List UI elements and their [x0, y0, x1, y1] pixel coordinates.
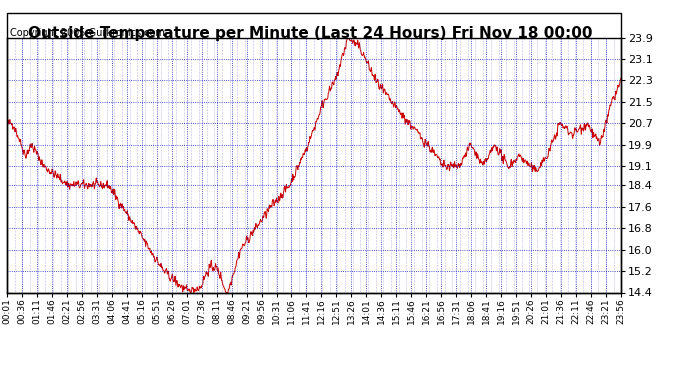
- Text: Outside Temperature per Minute (Last 24 Hours) Fri Nov 18 00:00: Outside Temperature per Minute (Last 24 …: [28, 26, 593, 41]
- Text: Copyright 2005 Gurkronics.com: Copyright 2005 Gurkronics.com: [10, 27, 165, 38]
